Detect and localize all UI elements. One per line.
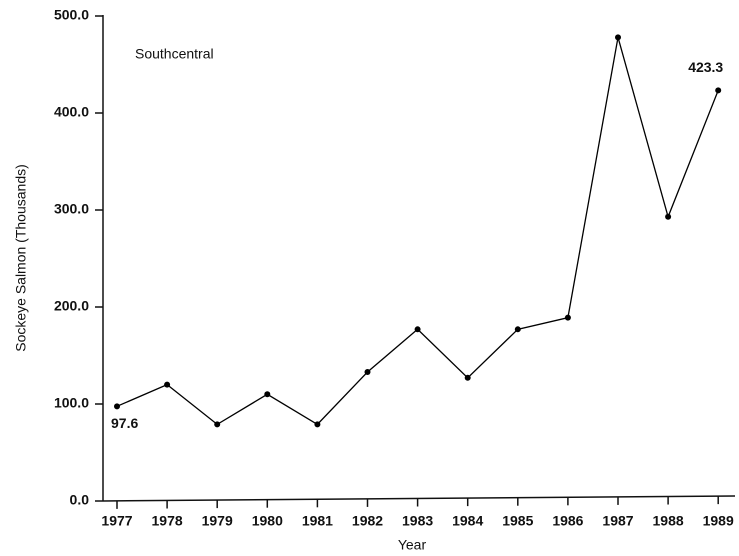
x-tick-label: 1988	[653, 513, 684, 529]
data-point	[314, 421, 321, 428]
x-tick-label: 1977	[101, 513, 132, 529]
data-point	[615, 34, 621, 41]
x-tick-label: 1989	[703, 513, 734, 529]
x-tick-label: 1983	[402, 513, 433, 529]
y-tick-label: 400.0	[54, 104, 89, 120]
data-label: 423.3	[688, 59, 723, 75]
data-label: 97.6	[111, 415, 138, 431]
x-tick-label: 1986	[552, 513, 583, 529]
y-tick-label: 500.0	[54, 7, 89, 23]
data-point	[264, 391, 271, 398]
data-point	[114, 403, 120, 410]
x-tick-label: 1984	[452, 513, 483, 529]
annotation: Southcentral	[135, 46, 214, 62]
x-axis	[102, 495, 736, 502]
data-point	[414, 326, 421, 333]
data-point	[464, 374, 471, 381]
x-tick-label: 1985	[502, 513, 533, 529]
y-tick-label: 0.0	[70, 492, 90, 508]
data-point	[715, 87, 722, 94]
data-point	[665, 213, 672, 220]
x-tick-label: 1979	[202, 513, 233, 529]
y-tick-label: 300.0	[54, 201, 89, 217]
x-tick-label: 1982	[352, 513, 383, 529]
data-point	[214, 421, 221, 428]
x-tick-label: 1980	[252, 513, 283, 529]
x-tick-label: 1981	[302, 513, 333, 529]
data-point	[364, 368, 371, 375]
x-tick-label: 1978	[152, 513, 183, 529]
x-axis-label: Year	[398, 537, 427, 553]
data-point	[564, 314, 571, 321]
data-point	[514, 326, 521, 333]
y-axis-label: Sockeye Salmon (Thousands)	[13, 164, 29, 352]
x-tick-label: 1987	[602, 513, 633, 529]
y-tick-label: 100.0	[54, 395, 89, 411]
data-point	[164, 381, 171, 388]
data-line	[116, 37, 719, 426]
y-tick-label: 200.0	[54, 298, 89, 314]
